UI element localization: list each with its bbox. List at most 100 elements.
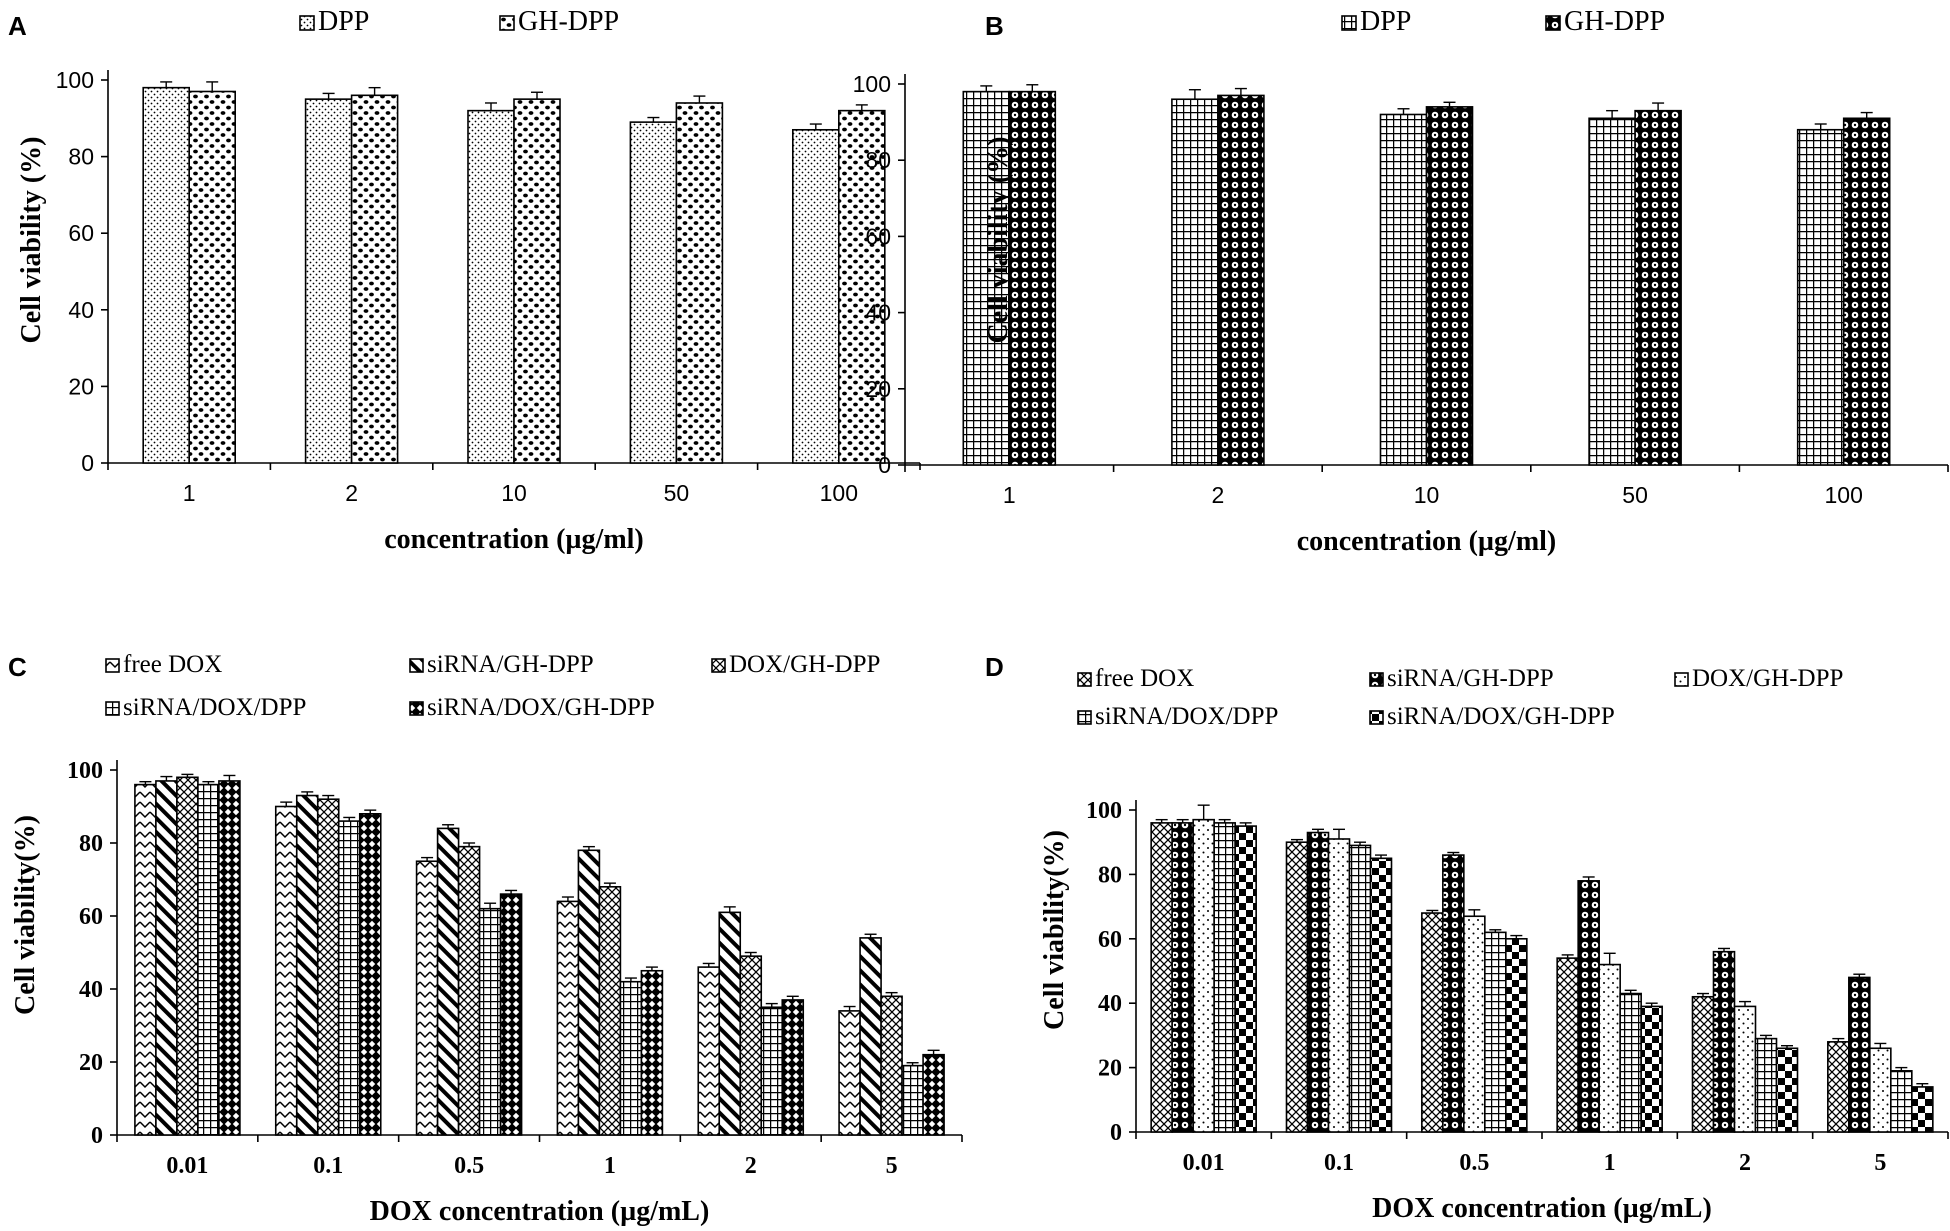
y-tick-label: 0: [1110, 1120, 1122, 1146]
x-tick-label: 1: [1003, 482, 1016, 508]
bar: [1911, 1086, 1934, 1133]
legend-label: siRNA/DOX/GH-DPP: [1387, 703, 1615, 730]
bar: [457, 845, 481, 1136]
bar: [304, 98, 353, 464]
legend-swatch: [105, 701, 120, 716]
x-tick-label: 50: [664, 480, 690, 506]
bar: [1192, 818, 1215, 1133]
panel-letter: C: [8, 652, 27, 682]
y-tick-label: 80: [68, 144, 94, 170]
y-tick-label: 80: [1098, 862, 1122, 888]
y-tick-label: 40: [79, 977, 103, 1003]
x-tick-label: 100: [820, 480, 858, 506]
y-tick-label: 0: [878, 452, 891, 478]
bar: [316, 798, 340, 1136]
y-tick-label: 0: [91, 1123, 103, 1149]
y-tick-label: 40: [865, 300, 891, 326]
bar: [1691, 995, 1715, 1133]
legend-label: free DOX: [1095, 665, 1194, 692]
panel-b: B 0 20 40 60 80 100 1 2 10 50 100 concentration (µg/…: [853, 6, 1949, 557]
y-tick-label: 40: [1098, 991, 1122, 1017]
bar: [1425, 106, 1474, 466]
x-axis-title: DOX concentration (µg/mL): [1372, 1193, 1712, 1224]
legend-label: DPP: [1360, 6, 1411, 37]
bar: [155, 780, 178, 1136]
bar: [837, 109, 886, 464]
bar: [791, 128, 840, 464]
bar: [1285, 841, 1309, 1133]
legend-label: DOX/GH-DPP: [1692, 665, 1843, 692]
x-tick-label: 0.5: [454, 1153, 484, 1179]
legend-swatch: [499, 15, 515, 31]
bar: [1848, 976, 1871, 1133]
x-tick-label: 1: [1604, 1150, 1616, 1176]
y-tick-label: 20: [1098, 1056, 1122, 1082]
y-tick-label: 20: [79, 1050, 103, 1076]
legend-label: siRNA/GH-DPP: [1387, 665, 1554, 692]
panel-letter: B: [985, 11, 1004, 41]
legend-swatch: [1369, 672, 1384, 687]
bar: [1733, 1005, 1757, 1133]
x-tick-label: 2: [1739, 1150, 1751, 1176]
y-tick-label: 80: [79, 831, 103, 857]
bar: [478, 907, 502, 1136]
bar: [1827, 1041, 1850, 1133]
bar: [436, 827, 460, 1136]
bar: [274, 805, 298, 1136]
legend-swatch: [711, 658, 726, 673]
bar: [337, 820, 361, 1136]
panel-a: A 0 20 40 60 80 100 1 2 10 50 100 concentration (µg/…: [8, 6, 921, 555]
bar: [1234, 825, 1257, 1133]
bar: [781, 999, 805, 1136]
bar: [1442, 854, 1465, 1133]
bar: [1171, 98, 1219, 466]
bar: [350, 94, 399, 464]
bar: [358, 812, 382, 1136]
y-tick-label: 0: [81, 450, 94, 476]
bar: [1890, 1070, 1913, 1133]
bar: [1588, 117, 1636, 466]
legend-label: DOX/GH-DPP: [729, 651, 880, 678]
x-tick-label: 0.1: [313, 1153, 343, 1179]
legend-swatch: [1077, 672, 1092, 687]
bar: [1842, 117, 1891, 466]
bar: [619, 980, 643, 1136]
x-tick-label: 10: [501, 480, 527, 506]
bar: [598, 885, 622, 1136]
bar: [1869, 1047, 1892, 1133]
x-tick-label: 0.01: [166, 1153, 208, 1179]
legend-label: GH-DPP: [518, 6, 619, 37]
bar: [142, 86, 190, 464]
y-tick-label: 40: [68, 297, 94, 323]
x-tick-label: 0.5: [1459, 1150, 1489, 1176]
legend-label: siRNA/DOX/DPP: [123, 694, 306, 721]
bar: [922, 1053, 945, 1136]
bar: [1171, 822, 1194, 1133]
bar: [1640, 1005, 1663, 1133]
x-tick-label: 2: [345, 480, 358, 506]
legend-swatch: [409, 701, 424, 716]
y-tick-label: 60: [1098, 927, 1122, 953]
legend-swatch: [409, 658, 424, 673]
y-tick-label: 100: [1086, 798, 1122, 824]
bar: [577, 849, 601, 1136]
bar: [1463, 915, 1486, 1133]
bar: [1379, 113, 1428, 466]
bar: [134, 783, 157, 1136]
y-tick-label: 20: [865, 376, 891, 402]
x-tick-label: 0.01: [1183, 1150, 1225, 1176]
bar: [1598, 963, 1621, 1133]
legend-label: free DOX: [123, 651, 222, 678]
bar: [1213, 822, 1236, 1133]
bar: [901, 1064, 924, 1136]
x-axis-title: concentration (µg/ml): [384, 524, 644, 555]
legend-swatch: [1674, 672, 1689, 687]
legend-label: DPP: [318, 6, 369, 37]
y-axis-title: Cell viability (%): [983, 137, 1014, 344]
bar: [760, 1006, 784, 1136]
bar: [1754, 1037, 1778, 1133]
bar: [640, 969, 664, 1136]
bar: [718, 911, 742, 1136]
bar: [1775, 1047, 1799, 1133]
